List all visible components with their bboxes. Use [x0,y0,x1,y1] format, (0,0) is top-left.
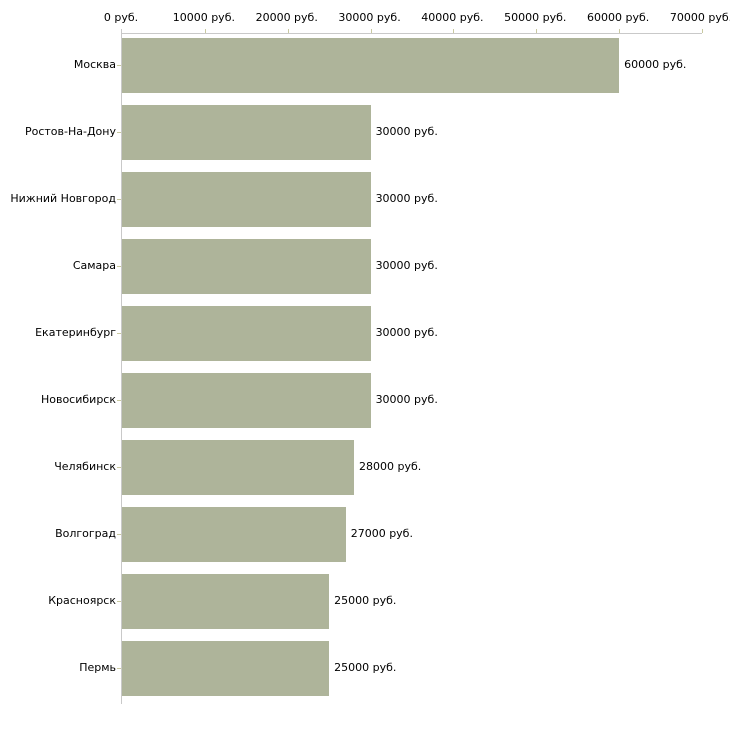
x-axis-tick-label: 10000 руб. [172,11,235,24]
value-label: 60000 руб. [624,57,687,71]
bar-6 [122,373,371,428]
value-label: 30000 руб. [375,191,438,205]
value-label: 30000 руб. [375,124,438,138]
value-label: 30000 руб. [375,258,438,272]
value-label: 30000 руб. [375,392,438,406]
x-axis-tick-label: 40000 руб. [421,11,484,24]
category-label: Ростов-На-Дону [24,124,116,138]
x-axis-tick-label: 70000 руб. [669,11,730,24]
bar-7 [122,440,354,495]
category-tick [117,399,121,401]
category-label: Красноярск [48,593,116,607]
x-axis-tick-label: 20000 руб. [255,11,318,24]
category-label: Челябинск [54,459,116,473]
category-label: Екатеринбург [35,325,116,339]
value-label: 27000 руб. [350,526,413,540]
bar-9 [122,574,330,629]
x-axis-tick-label: 30000 руб. [338,11,401,24]
category-tick [117,64,121,66]
category-label: Самара [72,258,116,272]
value-label: 25000 руб. [334,660,397,674]
value-label: 30000 руб. [375,325,438,339]
x-axis-tick [536,29,538,33]
category-tick [117,533,121,535]
category-tick [117,600,121,602]
category-label: Москва [73,57,116,71]
x-axis-tick [204,29,206,33]
x-axis-tick [453,29,455,33]
category-tick [117,198,121,200]
category-tick [117,466,121,468]
x-axis-tick [370,29,372,33]
category-tick [117,131,121,133]
x-axis-tick-label: 50000 руб. [504,11,567,24]
category-tick [117,265,121,267]
category-label: Волгоград [55,526,116,540]
bar-10 [122,641,330,696]
plot-area [121,29,703,704]
x-axis-tick [619,29,621,33]
bar-2 [122,105,371,160]
category-label: Новосибирск [40,392,116,406]
bar-5 [122,306,371,361]
value-label: 28000 руб. [359,459,422,473]
x-axis-tick [121,29,122,33]
x-axis-tick-label: 60000 руб. [587,11,650,24]
bar-3 [122,172,371,227]
bar-1 [122,38,620,93]
bar-4 [122,239,371,294]
x-axis-tick [702,29,703,33]
category-tick [117,667,121,669]
category-tick [117,332,121,334]
category-label: Пермь [79,660,116,674]
x-axis-tick-label: 0 руб. [103,11,139,24]
x-axis-tick [287,29,289,33]
category-label: Нижний Новгород [10,191,116,205]
bar-8 [122,507,346,562]
value-label: 25000 руб. [334,593,397,607]
